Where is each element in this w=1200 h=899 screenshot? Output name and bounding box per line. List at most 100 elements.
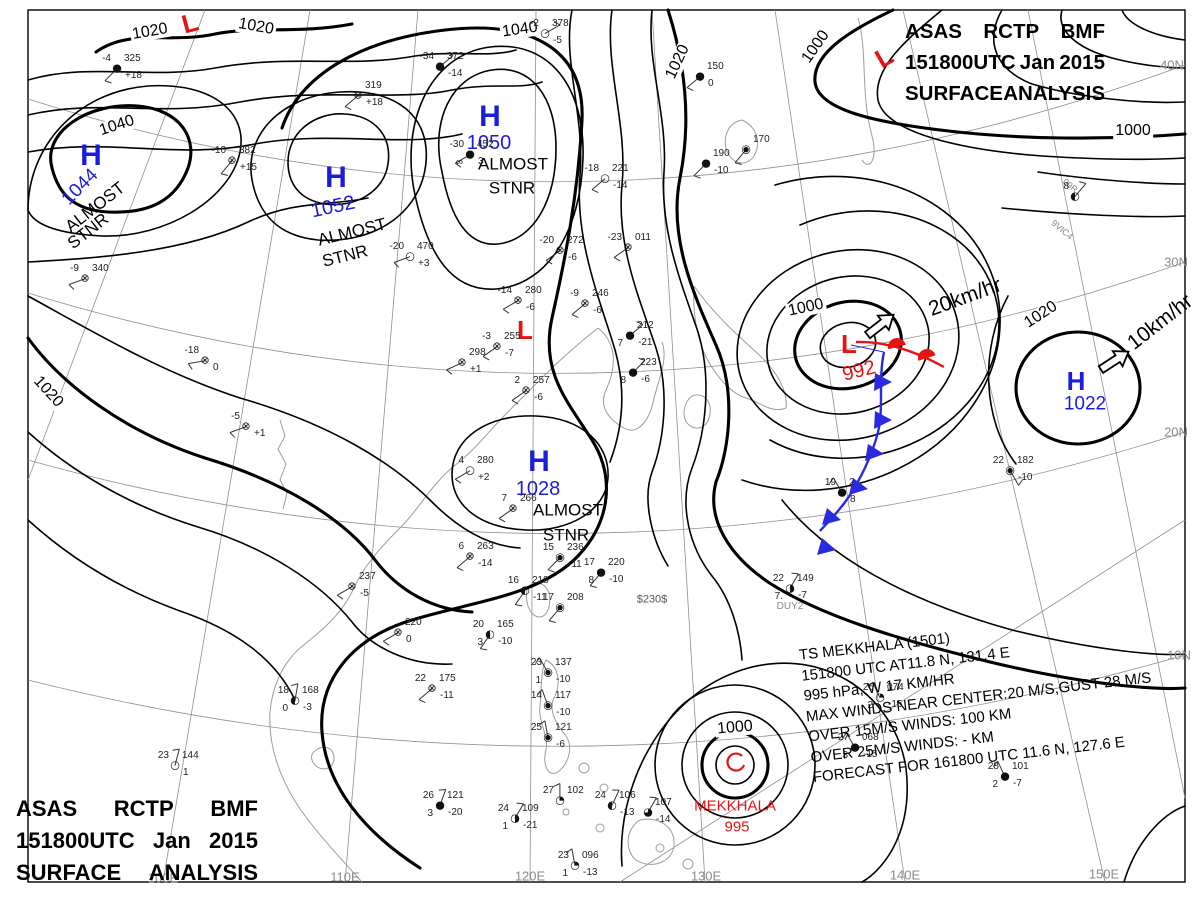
station-value: 28 [987,761,999,772]
station-value: 452 [477,139,494,150]
station-value: 144 [182,750,199,761]
low-symbol: L [178,6,202,40]
station-value: 319 [365,80,382,91]
motion-label: ALMOST [478,154,548,174]
station-symbol-icon: ⊗ [555,243,565,257]
station-value: -11 [440,690,454,701]
station-value: 23 [557,850,569,861]
longitude-label: 110E [330,869,360,885]
station-symbol-icon: ⊗ [241,419,251,433]
ship-label: $230$ [636,593,668,606]
longitude-label: 120E [514,868,546,884]
station-symbol-icon: ⊗ [513,293,523,307]
title-word: SURFACE [905,82,1003,105]
station-value: 26 [422,790,434,801]
station-symbol-icon: ○ [465,463,475,477]
station-value: +18 [366,97,383,108]
station-value: 18 [277,685,289,696]
station-value: -14 [478,558,493,569]
station-value: -5 [553,35,562,46]
station-value: 0 [406,634,412,645]
station-value: -11 [568,559,582,570]
station-value: -6 [641,374,650,385]
station-value: 14 [530,690,542,701]
station-value: 101 [1012,761,1029,772]
station-symbol-icon: ● [701,156,711,170]
station-symbol-icon: ◑ [785,581,795,595]
station-symbol-icon: ● [465,147,475,161]
low-symbol: L [869,40,899,74]
station-symbol-icon: ● [1000,769,1010,783]
station-value: 3 [842,750,848,761]
title-line-3: SURFACE ANALYSIS [16,860,258,886]
station-symbol-icon: ⊗ [457,355,467,369]
station-value: -10 [211,145,226,156]
title-word: Jan [1019,51,1056,74]
station-value: 074 [887,682,904,693]
station-value: -15 [888,699,903,710]
station-symbol-icon: ◉ [543,730,553,744]
station-value: +3 [418,258,430,269]
chart-title-bottom-left: ASAS RCTP BMF 151800UTC Jan 2015 SURFACE… [16,796,258,892]
warm-front [855,340,945,369]
station-value: -34 [419,51,434,62]
station-symbol-icon: ◔ [875,690,885,704]
station-value: 27 [837,732,849,743]
tropical-storm-icon [726,752,746,772]
isobar-label: 1000 [714,717,756,738]
station-value: 470 [417,241,434,252]
latitude-label: 40N [1160,57,1184,73]
station-symbol-icon: ◔ [555,793,565,807]
station-value: 107 [655,797,672,808]
high-symbol: H [325,161,347,194]
station-value: -13 [620,807,635,818]
station-value: 7. [774,591,783,602]
station-value: -18 [584,163,599,174]
station-symbol-icon: ◐ [485,627,495,641]
station-symbol-icon: ◐ [520,583,530,597]
low-symbol: L [517,315,533,345]
low-value: 992 [840,356,878,386]
station-value: 121 [447,790,464,801]
motion-arrow [1097,350,1130,375]
title-line-2: 151800UTC Jan 2015 [905,51,1105,75]
station-value: -10 [556,707,571,718]
station-value: +15 [240,162,257,173]
chart-title-top-right: ASAS RCTP BMF 151800UTC Jan 2015 SURFACE… [905,20,1105,113]
station-value: -6 [568,252,577,263]
station-value: 8 [850,494,856,505]
station-value: 255 [504,331,521,342]
station-value: -2 [530,18,539,29]
station-value: -10 [1018,472,1033,483]
station-value: -20 [389,241,404,252]
motion-label: STNR [542,525,590,545]
title-word: Jan [152,828,191,853]
station-value: 280 [525,285,542,296]
low-value: 995 [724,818,750,836]
station-value: 1 [502,821,508,832]
title-word: ANALYSIS [1003,82,1105,105]
station-value: 0 [708,78,714,89]
isobar-label: 1020 [1020,297,1062,333]
title-line-2: 151800UTC Jan 2015 [16,828,258,854]
station-value: 170 [753,134,770,145]
station-value: 25 [530,722,542,733]
title-word: ANALYSIS [148,860,258,885]
station-value: 257 [533,375,550,386]
station-value: 23 [530,657,542,668]
station-symbol-icon: ◉ [543,698,553,712]
title-line-1: ASAS RCTP BMF [16,796,258,822]
station-value: 237 [359,571,376,582]
isobars [26,8,1187,883]
station-value: 223 [640,357,657,368]
station-value: 382 [239,145,256,156]
front-connector [850,344,885,353]
station-value: 19 [824,477,836,488]
station-value: 372 [447,51,464,62]
station-value: -7 [505,348,514,359]
station-symbol-icon: ⊗ [492,339,502,353]
title-word: ASAS [905,20,962,43]
high-symbol: H [1066,366,1086,396]
ship-label: 9VIC4 [1049,217,1076,242]
station-value: -4 [102,53,111,64]
